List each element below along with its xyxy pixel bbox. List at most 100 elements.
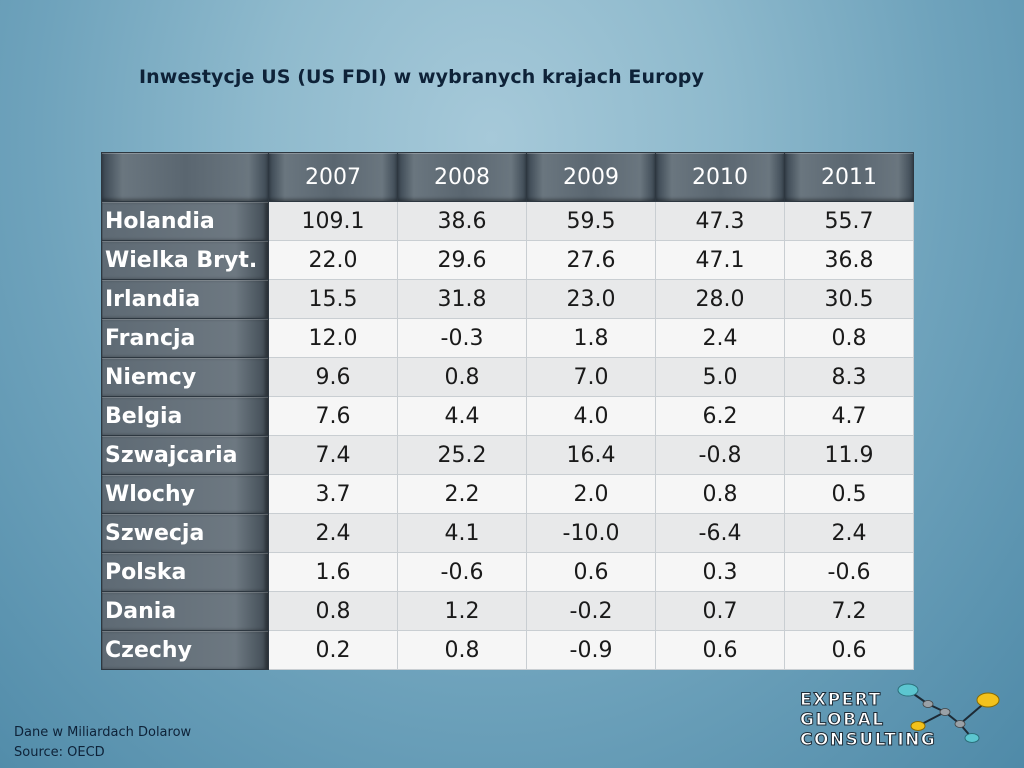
country-label: Holandia: [101, 201, 269, 241]
country-label: Niemcy: [101, 357, 269, 397]
value-cell: 0.6: [784, 630, 914, 670]
value-cell: 27.6: [526, 240, 656, 280]
value-cell: 55.7: [784, 201, 914, 241]
year-header-2010: 2010: [655, 152, 785, 202]
table-row: Polska 1.6 -0.6 0.6 0.3 -0.6: [101, 552, 914, 592]
table-corner-cell: [101, 152, 269, 202]
country-label: Francja: [101, 318, 269, 358]
value-cell: 0.8: [784, 318, 914, 358]
year-header-2008: 2008: [397, 152, 527, 202]
fdi-table: 2007 2008 2009 2010 2011 Holandia 109.1 38.6 59…: [101, 152, 914, 670]
value-cell: 7.0: [526, 357, 656, 397]
value-cell: 30.5: [784, 279, 914, 319]
table-row: Szwecja 2.4 4.1 -10.0 -6.4 2.4: [101, 513, 914, 553]
value-cell: 4.1: [397, 513, 527, 553]
value-cell: 2.4: [655, 318, 785, 358]
value-cell: 22.0: [268, 240, 398, 280]
value-cell: -6.4: [655, 513, 785, 553]
value-cell: 12.0: [268, 318, 398, 358]
value-cell: 38.6: [397, 201, 527, 241]
year-header-2011: 2011: [784, 152, 914, 202]
table-row: Wlochy 3.7 2.2 2.0 0.8 0.5: [101, 474, 914, 514]
value-cell: 0.7: [655, 591, 785, 631]
table-row: Dania 0.8 1.2 -0.2 0.7 7.2: [101, 591, 914, 631]
value-cell: 2.0: [526, 474, 656, 514]
country-label: Szwecja: [101, 513, 269, 553]
value-cell: -0.3: [397, 318, 527, 358]
value-cell: 2.2: [397, 474, 527, 514]
value-cell: 16.4: [526, 435, 656, 475]
value-cell: 0.5: [784, 474, 914, 514]
value-cell: 9.6: [268, 357, 398, 397]
value-cell: -0.6: [397, 552, 527, 592]
country-label: Polska: [101, 552, 269, 592]
value-cell: 0.2: [268, 630, 398, 670]
value-cell: 31.8: [397, 279, 527, 319]
value-cell: 1.8: [526, 318, 656, 358]
value-cell: 2.4: [784, 513, 914, 553]
value-cell: 5.0: [655, 357, 785, 397]
country-label: Szwajcaria: [101, 435, 269, 475]
value-cell: -0.9: [526, 630, 656, 670]
table-row: Belgia 7.6 4.4 4.0 6.2 4.7: [101, 396, 914, 436]
units-note: Dane w Miliardach Dolarow: [14, 725, 192, 740]
slide-title: Inwestycje US (US FDI) w wybranych kraja…: [139, 66, 704, 88]
country-label: Wielka Bryt.: [101, 240, 269, 280]
logo-line-consulting: CONSULTING: [799, 730, 937, 751]
year-header-2009: 2009: [526, 152, 656, 202]
country-label: Dania: [101, 591, 269, 631]
table-header-row: 2007 2008 2009 2010 2011: [101, 152, 914, 202]
value-cell: 59.5: [526, 201, 656, 241]
value-cell: -0.6: [784, 552, 914, 592]
value-cell: 0.8: [655, 474, 785, 514]
table-row: Szwajcaria 7.4 25.2 16.4 -0.8 11.9: [101, 435, 914, 475]
logo-line-expert: EXPERT: [800, 690, 882, 711]
value-cell: 15.5: [268, 279, 398, 319]
year-header-2007: 2007: [268, 152, 398, 202]
value-cell: 0.8: [397, 630, 527, 670]
table-body: Holandia 109.1 38.6 59.5 47.3 55.7 Wielka Bryt…: [101, 201, 914, 670]
value-cell: 11.9: [784, 435, 914, 475]
company-logo: EXPERT GLOBAL CONSULTING: [799, 680, 1010, 760]
table-row: Niemcy 9.6 0.8 7.0 5.0 8.3: [101, 357, 914, 397]
value-cell: -10.0: [526, 513, 656, 553]
table-row: Irlandia 15.5 31.8 23.0 28.0 30.5: [101, 279, 914, 319]
value-cell: 4.7: [784, 396, 914, 436]
value-cell: 1.2: [397, 591, 527, 631]
value-cell: 0.8: [397, 357, 527, 397]
footnote: Dane w Miliardach Dolarow Source: OECD: [14, 723, 191, 763]
table-row: Wielka Bryt. 22.0 29.6 27.6 47.1 36.8: [101, 240, 914, 280]
table-row: Holandia 109.1 38.6 59.5 47.3 55.7: [101, 201, 914, 241]
value-cell: 3.7: [268, 474, 398, 514]
value-cell: 7.4: [268, 435, 398, 475]
value-cell: 29.6: [397, 240, 527, 280]
value-cell: 0.3: [655, 552, 785, 592]
logo-line-global: GLOBAL: [800, 710, 885, 731]
value-cell: 36.8: [784, 240, 914, 280]
country-label: Czechy: [101, 630, 269, 670]
value-cell: 109.1: [268, 201, 398, 241]
logo-molecule-graphic: [897, 683, 1000, 743]
value-cell: 23.0: [526, 279, 656, 319]
value-cell: -0.2: [526, 591, 656, 631]
value-cell: 47.3: [655, 201, 785, 241]
source-note: Source: OECD: [14, 745, 105, 760]
value-cell: 6.2: [655, 396, 785, 436]
value-cell: 47.1: [655, 240, 785, 280]
country-label: Irlandia: [101, 279, 269, 319]
value-cell: 7.6: [268, 396, 398, 436]
value-cell: 2.4: [268, 513, 398, 553]
country-label: Wlochy: [101, 474, 269, 514]
value-cell: 0.8: [268, 591, 398, 631]
value-cell: 0.6: [655, 630, 785, 670]
value-cell: 4.4: [397, 396, 527, 436]
country-label: Belgia: [101, 396, 269, 436]
table-row: Czechy 0.2 0.8 -0.9 0.6 0.6: [101, 630, 914, 670]
value-cell: 4.0: [526, 396, 656, 436]
value-cell: 8.3: [784, 357, 914, 397]
table-row: Francja 12.0 -0.3 1.8 2.4 0.8: [101, 318, 914, 358]
value-cell: -0.8: [655, 435, 785, 475]
value-cell: 0.6: [526, 552, 656, 592]
value-cell: 1.6: [268, 552, 398, 592]
value-cell: 7.2: [784, 591, 914, 631]
